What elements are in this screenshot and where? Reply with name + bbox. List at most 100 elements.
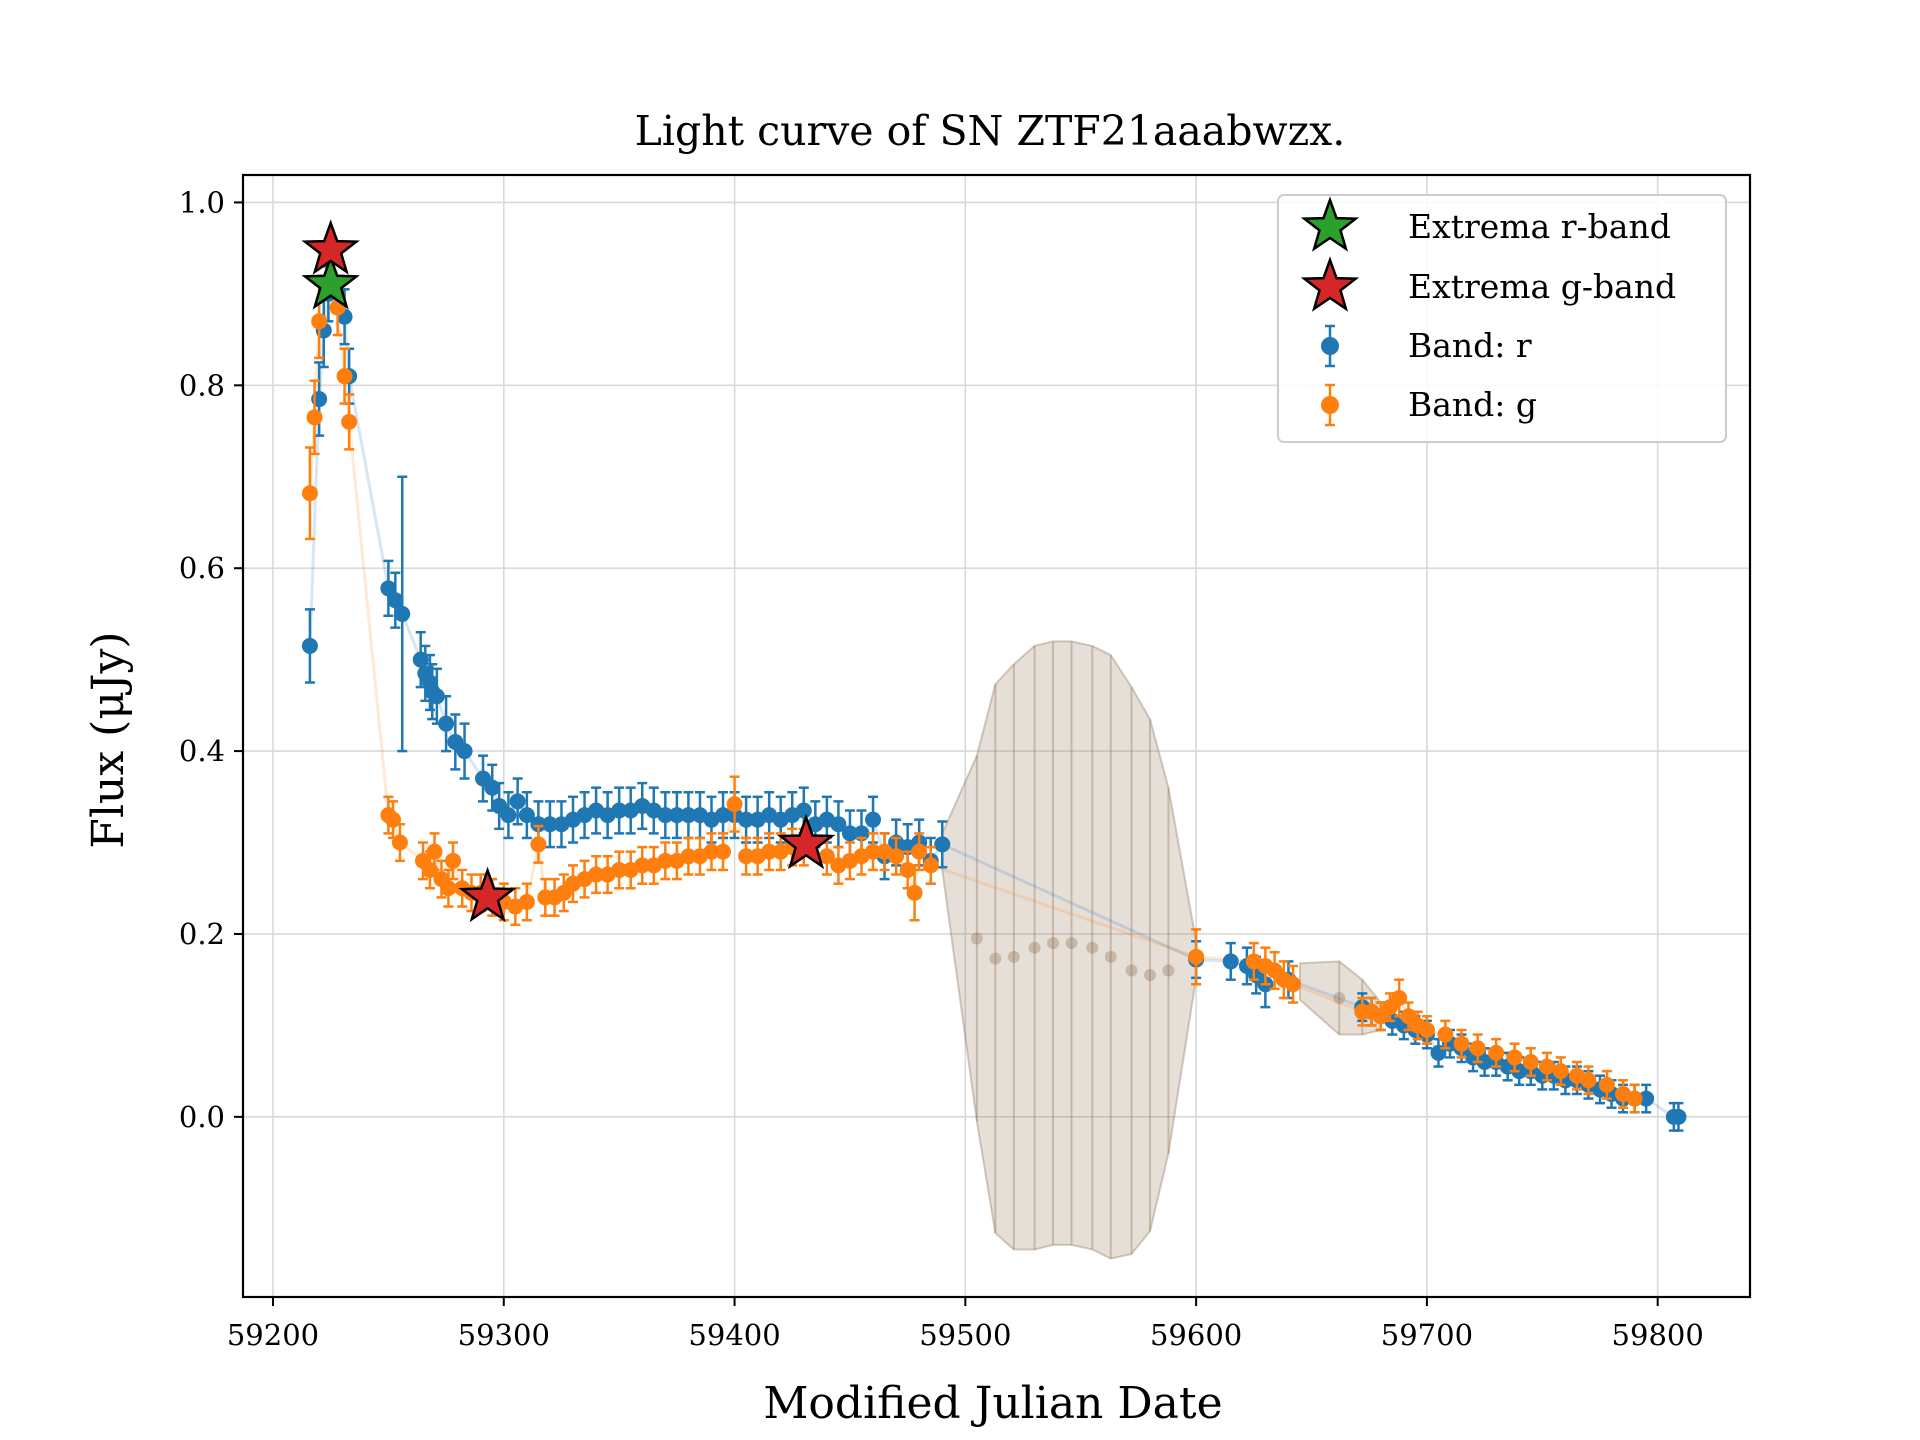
g-band-point xyxy=(611,861,628,878)
legend-box xyxy=(1277,194,1727,443)
g-band-point xyxy=(888,848,905,865)
y-tick-label: 0.8 xyxy=(179,368,225,402)
g-band-point xyxy=(906,884,923,901)
g-band-point xyxy=(761,843,778,860)
r-band-point xyxy=(456,743,473,760)
extrema-g-star xyxy=(301,219,360,275)
r-band-point xyxy=(795,802,812,819)
r-band-point xyxy=(715,807,732,824)
g-band-point xyxy=(1188,948,1205,965)
interp-point xyxy=(1086,941,1099,954)
r-band-point xyxy=(500,807,517,824)
g-band-point xyxy=(311,313,328,330)
r-band-point xyxy=(1222,953,1239,970)
x-tick-label: 59700 xyxy=(1381,1318,1473,1352)
y-tick-label: 0.0 xyxy=(179,1100,225,1134)
g-band-point xyxy=(634,857,651,874)
legend-label: Extrema r-band xyxy=(1408,207,1671,246)
interp-point xyxy=(970,932,983,945)
y-tick-label: 0.6 xyxy=(179,551,225,585)
interp-point xyxy=(1125,964,1138,977)
x-tick-label: 59500 xyxy=(919,1318,1011,1352)
g-band-point xyxy=(1522,1053,1539,1070)
legend-label: Band: r xyxy=(1408,326,1532,365)
y-tick-label: 1.0 xyxy=(179,185,225,219)
legend-label: Band: g xyxy=(1408,385,1537,424)
x-tick-label: 59800 xyxy=(1612,1318,1704,1352)
r-band-point xyxy=(668,807,685,824)
g-band-point xyxy=(726,796,743,813)
g-band-point xyxy=(426,843,443,860)
legend-point-icon xyxy=(1321,337,1339,355)
g-band-point xyxy=(445,852,462,869)
g-band-point xyxy=(341,413,358,430)
r-band-point xyxy=(1670,1108,1687,1125)
uncertainty-band xyxy=(941,640,1198,1260)
interp-point xyxy=(1028,941,1041,954)
r-band-point xyxy=(541,816,558,833)
extrema-g-star xyxy=(776,813,836,870)
r-band-point xyxy=(394,605,411,622)
r-band-point xyxy=(518,807,535,824)
r-band-point xyxy=(428,688,445,705)
interpolation-band xyxy=(941,640,1382,1260)
r-band-point xyxy=(934,836,951,853)
g-band-point xyxy=(1391,989,1408,1006)
g-band-point xyxy=(530,836,547,853)
chart-title: Light curve of SN ZTF21aaabwzx. xyxy=(635,107,1346,155)
g-band-point xyxy=(518,893,535,910)
interp-point xyxy=(989,952,1002,965)
r-band-point xyxy=(738,811,755,828)
g-band-point xyxy=(1488,1044,1505,1061)
g-band-point xyxy=(440,880,457,897)
y-tick-label: 0.2 xyxy=(179,917,225,951)
r-band-point xyxy=(865,811,882,828)
y-tick-label: 0.4 xyxy=(179,734,225,768)
x-axis-label: Modified Julian Date xyxy=(763,1378,1222,1429)
x-tick-label: 59600 xyxy=(1150,1318,1242,1352)
x-tick-label: 59200 xyxy=(227,1318,319,1352)
x-tick-label: 59300 xyxy=(458,1318,550,1352)
g-band-point xyxy=(1506,1049,1523,1066)
r-band-point xyxy=(611,802,628,819)
r-band-point xyxy=(1476,1053,1493,1070)
r-band-point xyxy=(1638,1090,1655,1107)
r-band-point xyxy=(380,580,397,597)
g-band-point xyxy=(922,857,939,874)
r-band-point xyxy=(301,637,318,654)
g-band-point xyxy=(1598,1076,1615,1093)
extrema-r-star xyxy=(301,254,360,310)
g-band-point xyxy=(588,866,605,883)
x-axis: 59200 59300 59400 59500 59600 59700 59800 xyxy=(227,1297,1704,1352)
interp-point xyxy=(1104,950,1117,963)
g-band-point xyxy=(680,848,697,865)
r-band-point xyxy=(387,592,404,609)
interp-point xyxy=(1065,937,1078,950)
g-band-point xyxy=(391,834,408,851)
g-band-point xyxy=(657,852,674,869)
g-band-point xyxy=(1580,1072,1597,1089)
extrema-g-star xyxy=(458,866,517,923)
r-band-point xyxy=(830,816,847,833)
g-band-point xyxy=(715,843,732,860)
r-band-point xyxy=(438,715,455,732)
g-band-point xyxy=(1469,1040,1486,1057)
interp-point xyxy=(1007,950,1020,963)
plot-area xyxy=(301,265,1687,1132)
g-band-point xyxy=(1453,1035,1470,1052)
g-band-point xyxy=(738,848,755,865)
g-band-point xyxy=(1285,976,1302,993)
y-axis-label: Flux (μJy) xyxy=(83,631,134,848)
interp-point xyxy=(1143,969,1156,982)
g-band-point xyxy=(1437,1026,1454,1043)
interp-point xyxy=(1333,991,1346,1004)
legend-star-icon xyxy=(1300,196,1360,252)
g-band-point xyxy=(1552,1063,1569,1080)
g-band-point xyxy=(336,368,353,385)
g-band-point xyxy=(818,848,835,865)
g-band-point xyxy=(306,409,323,426)
legend-label: Extrema g-band xyxy=(1408,267,1676,306)
g-band-point xyxy=(703,843,720,860)
g-band-point xyxy=(865,843,882,860)
